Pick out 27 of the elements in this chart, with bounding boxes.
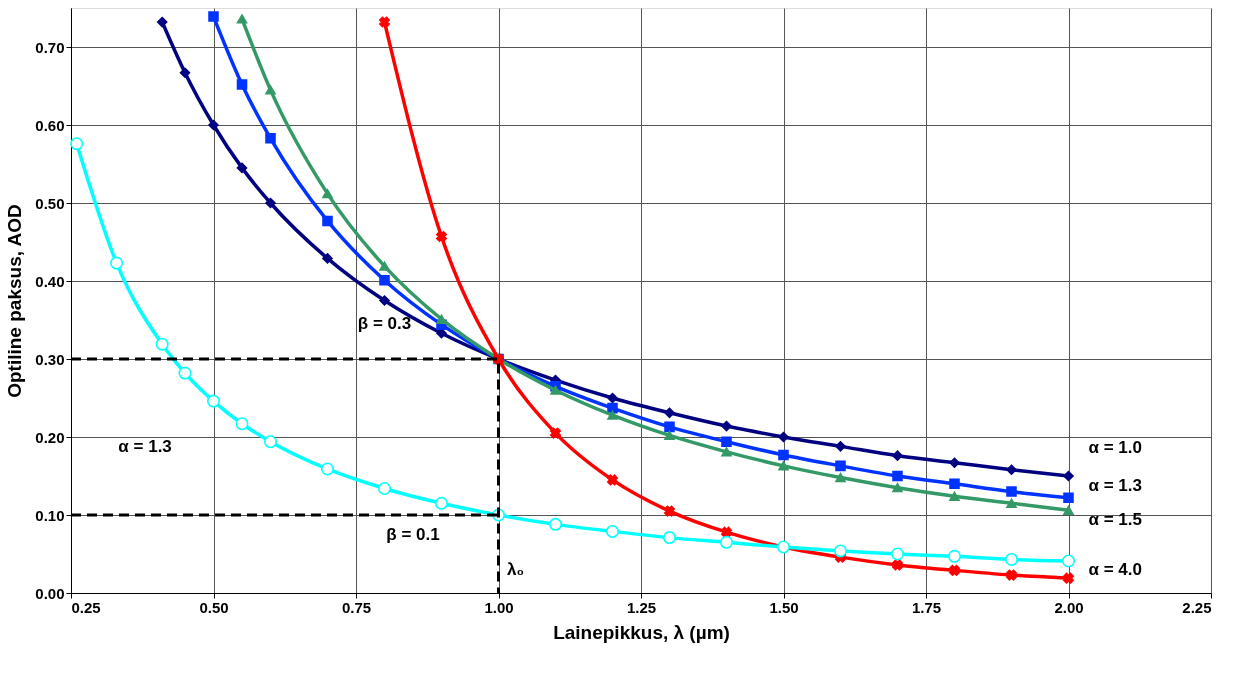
series-label: α = 1.3: [1088, 475, 1142, 495]
y-tick-label: 0.00: [35, 584, 65, 602]
y-tick-label: 0.50: [35, 194, 65, 212]
y-tick-label: 0.30: [35, 350, 65, 368]
x-tick-label: 2.00: [1054, 598, 1084, 616]
x-tick-label: 1.50: [769, 598, 799, 616]
x-tick-label: 2.25: [1182, 598, 1212, 616]
x-tick-label: 0.50: [199, 598, 229, 616]
y-tick-label: 0.60: [35, 116, 65, 134]
x-tick-label: 1.00: [484, 598, 514, 616]
annotation: α = 1.3: [118, 436, 172, 456]
series-label: α = 1.5: [1088, 510, 1142, 530]
x-tick-label: 0.75: [341, 598, 372, 616]
x-tick-label: 1.75: [911, 598, 942, 616]
y-axis-title: Optiline paksus, AOD: [4, 204, 26, 398]
annotation: β = 0.3: [357, 313, 412, 333]
y-tick-label: 0.40: [35, 272, 65, 290]
annotation: λ₀: [507, 559, 525, 579]
x-tick-label: 0.25: [71, 598, 101, 616]
series-label: α = 1.0: [1088, 438, 1142, 457]
annotation: β = 0.1: [386, 524, 440, 544]
x-axis-title: Lainepikkus, λ (µm): [553, 621, 730, 643]
y-tick-label: 0.70: [35, 38, 65, 56]
series-label: α = 4.0: [1088, 560, 1142, 580]
y-tick-label: 0.10: [35, 506, 65, 524]
x-tick-label: 1.25: [626, 598, 657, 616]
y-tick-label: 0.20: [35, 428, 65, 446]
